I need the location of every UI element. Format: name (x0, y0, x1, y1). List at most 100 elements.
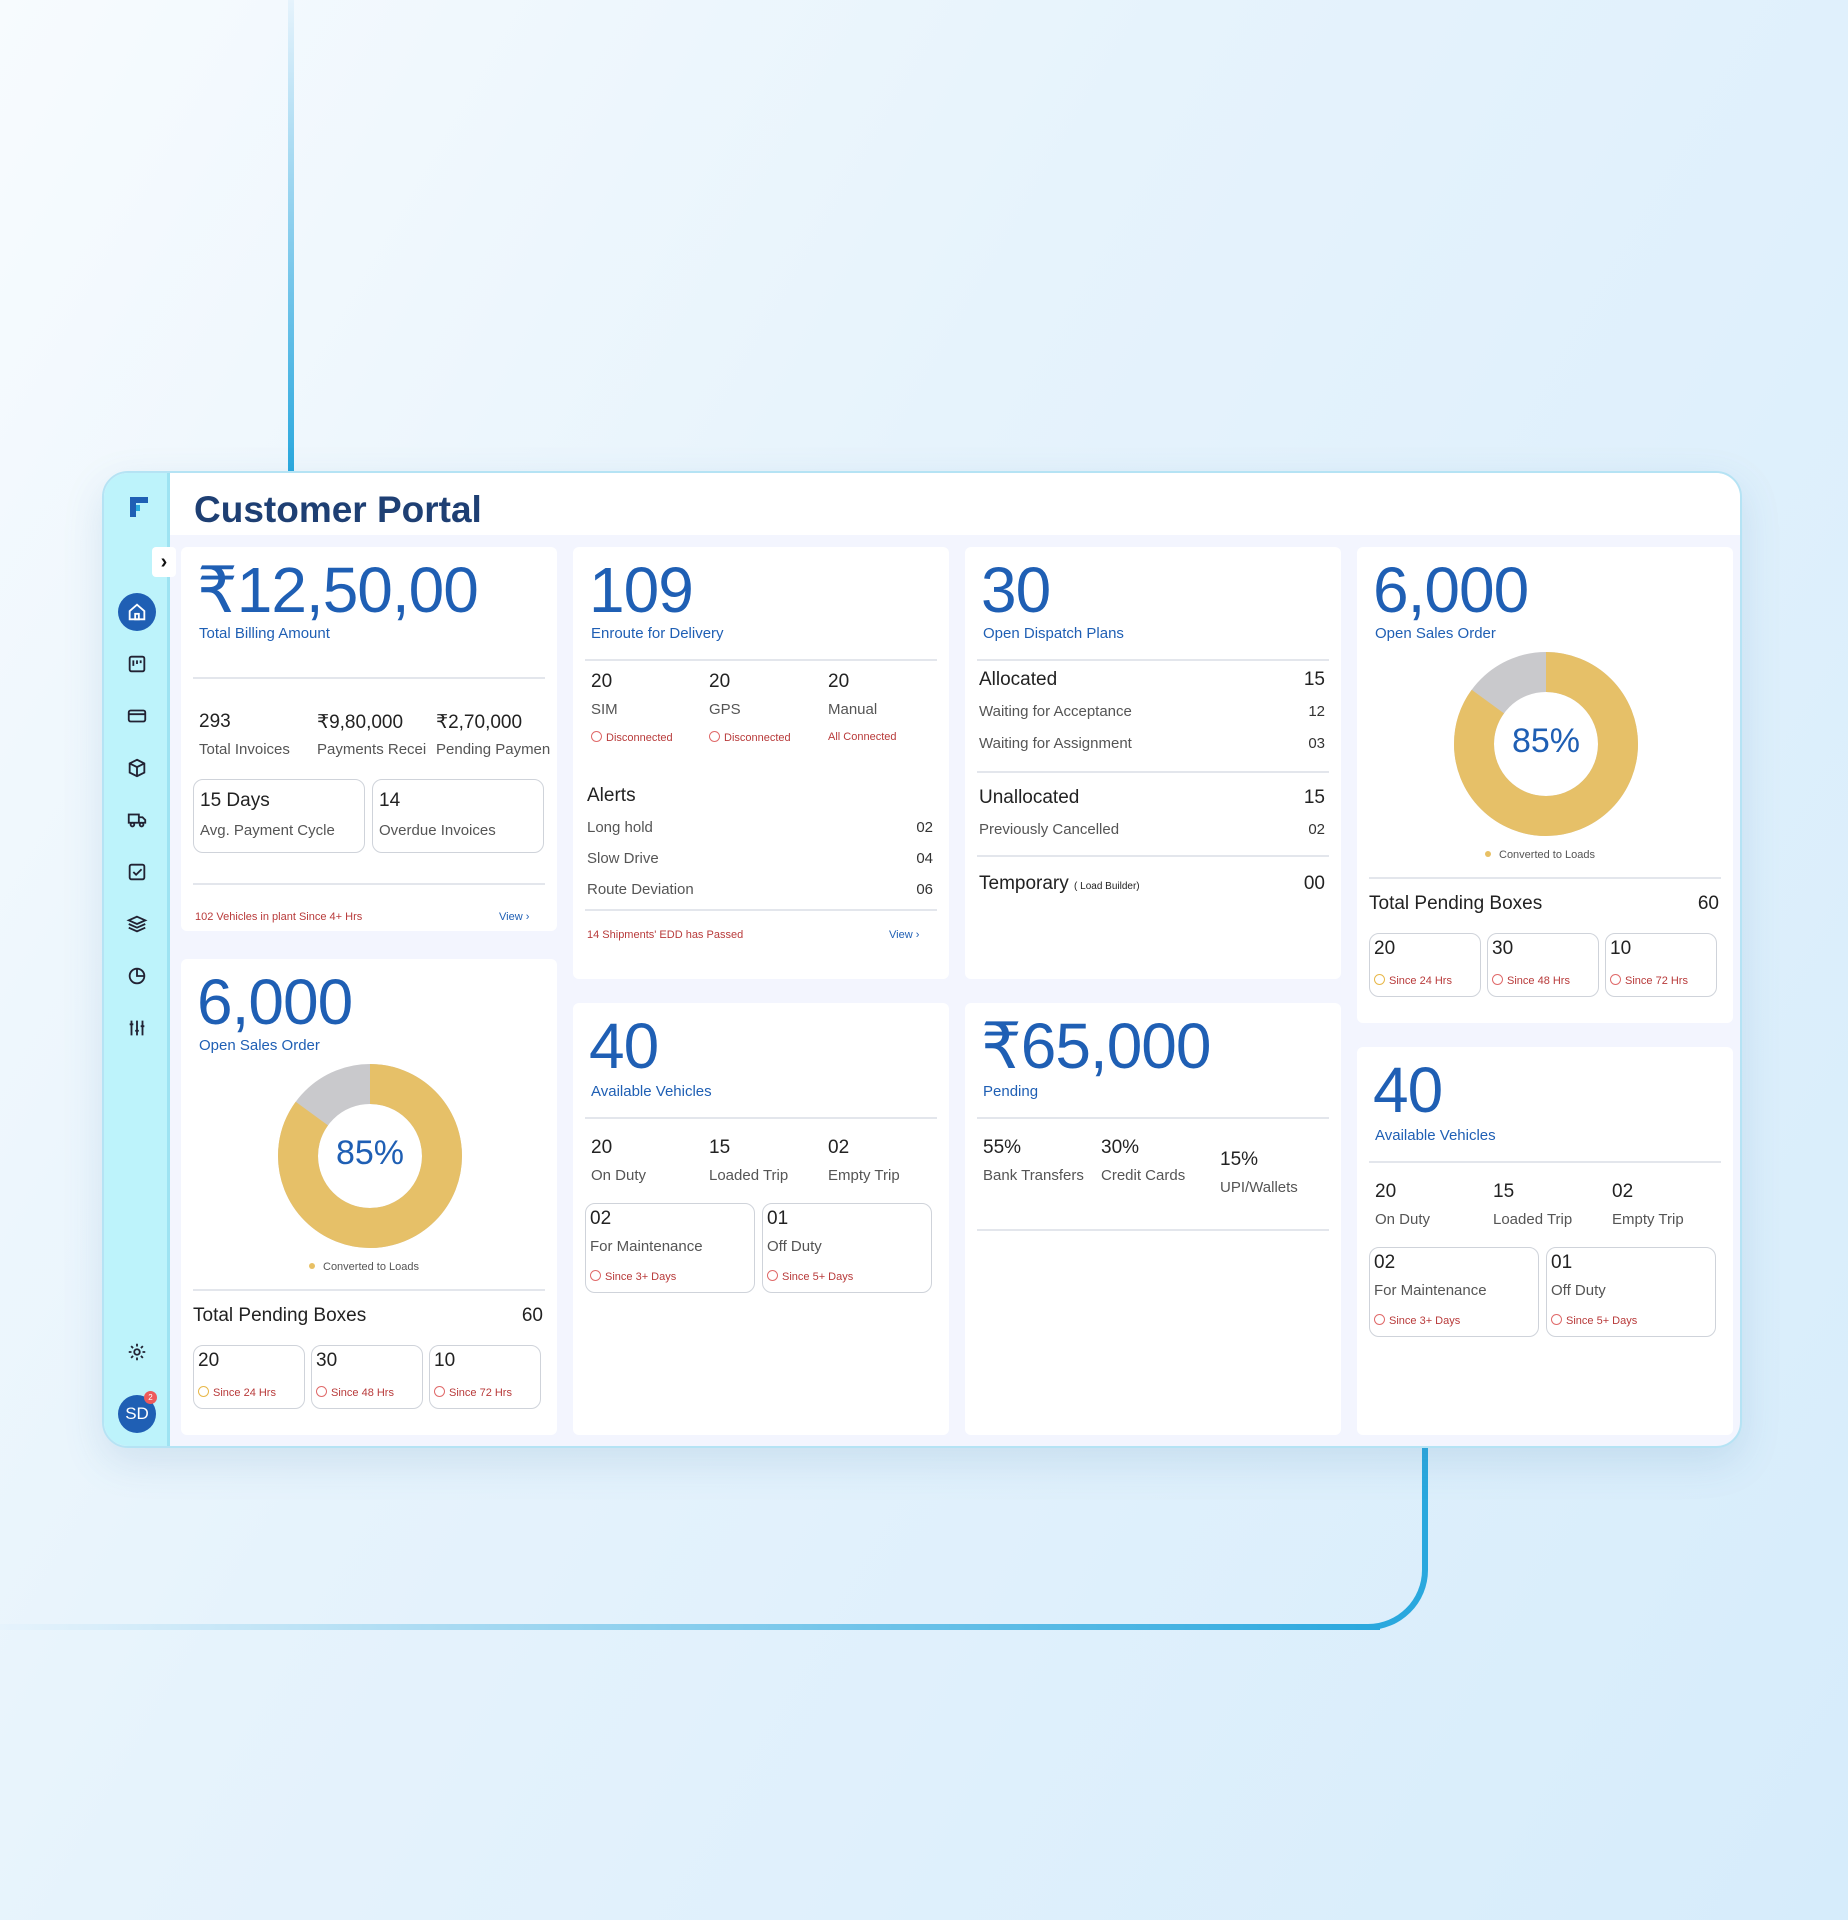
pie-icon[interactable] (118, 957, 156, 995)
box-icon[interactable] (118, 749, 156, 787)
unallocated-value: 15 (1303, 787, 1325, 808)
allocated-value: 15 (1303, 669, 1325, 690)
sales-order-card: 6,000 Open Sales Order 85% Converted to … (1357, 547, 1733, 1023)
empty-trip-value: 02 (1612, 1181, 1634, 1202)
on-duty-label: On Duty (591, 1167, 647, 1184)
upi-value: 15% (1220, 1149, 1259, 1170)
sidebar: › SD 2 (104, 473, 176, 1446)
vehicles-card-2: 40 Available Vehicles 20 On Duty 15 Load… (1357, 1047, 1733, 1435)
pending-48h-box[interactable]: 30 Since 48 Hrs (1487, 933, 1599, 997)
loaded-trip-label: Loaded Trip (709, 1167, 789, 1184)
temporary-label: Temporary ( Load Builder) (979, 873, 1140, 894)
app-window: › SD 2 Customer Portal ₹12,50,00 Total B… (102, 471, 1742, 1448)
manual-status: All Connected (828, 731, 897, 743)
sim-value: 20 (591, 671, 613, 692)
pending-payments-value: ₹2,70,000 (436, 712, 523, 733)
alert-slow-drive: Slow Drive (587, 850, 659, 867)
payments-card: ₹65,000 Pending 55% Bank Transfers 30% C… (965, 1003, 1341, 1435)
overdue-invoices-box[interactable]: 14 Overdue Invoices (372, 779, 544, 853)
pending-48h-box[interactable]: 30 Since 48 Hrs (311, 1345, 423, 1409)
empty-trip-label: Empty Trip (828, 1167, 900, 1184)
checkbox-icon[interactable] (118, 853, 156, 891)
billing-amount: ₹12,50,00 (197, 554, 479, 626)
divider (585, 909, 937, 911)
on-duty-value: 20 (591, 1137, 613, 1158)
overdue-value: 14 (379, 790, 401, 811)
billing-label: Total Billing Amount (199, 625, 330, 642)
settings-gear-icon[interactable] (118, 1333, 156, 1371)
decor-line-horizontal (0, 1624, 1380, 1630)
pending-72h-box[interactable]: 10 Since 72 Hrs (429, 1345, 541, 1409)
edd-passed-alert: 14 Shipments' EDD has Passed (587, 929, 744, 941)
temporary-value: 00 (1303, 873, 1325, 894)
divider (977, 771, 1329, 773)
empty-trip-value: 02 (828, 1137, 850, 1158)
layers-icon[interactable] (118, 905, 156, 943)
pending-boxes-total: 60 (1697, 893, 1719, 914)
divider (193, 1289, 545, 1291)
alerts-title: Alerts (587, 785, 636, 806)
manual-value: 20 (828, 671, 850, 692)
unallocated-label: Unallocated (979, 787, 1080, 808)
divider (977, 1229, 1329, 1231)
payments-received-label: Payments Recei (317, 741, 427, 758)
waiting-assignment-label: Waiting for Assignment (979, 735, 1132, 752)
maintenance-box[interactable]: 02 For Maintenance Since 3+ Days (1369, 1247, 1539, 1337)
alert-long-hold-value: 02 (916, 819, 933, 836)
alert-slow-drive-value: 04 (916, 850, 933, 867)
home-icon[interactable] (118, 593, 156, 631)
board-icon[interactable] (118, 645, 156, 683)
previously-cancelled-label: Previously Cancelled (979, 821, 1120, 838)
waiting-acceptance-label: Waiting for Acceptance (979, 703, 1132, 720)
divider (977, 855, 1329, 857)
upi-label: UPI/Wallets (1220, 1179, 1298, 1196)
vehicles-card: 40 Available Vehicles 20 On Duty 15 Load… (573, 1003, 949, 1435)
divider (585, 659, 937, 661)
loaded-trip-value: 15 (709, 1137, 731, 1158)
sales-count: 6,000 (1373, 554, 1529, 626)
divider (193, 883, 545, 885)
pending-24h-box[interactable]: 20 Since 24 Hrs (1369, 933, 1481, 997)
truck-icon[interactable] (118, 801, 156, 839)
off-duty-box[interactable]: 01 Off Duty Since 5+ Days (762, 1203, 932, 1293)
divider (977, 1117, 1329, 1119)
sim-label: SIM (591, 701, 618, 718)
divider (193, 677, 545, 679)
empty-trip-label: Empty Trip (1612, 1211, 1684, 1228)
sales-label: Open Sales Order (199, 1037, 320, 1054)
collapse-sidebar-button[interactable]: › (152, 547, 176, 577)
pending-boxes-title: Total Pending Boxes (193, 1305, 367, 1326)
sales-donut-chart (1454, 652, 1638, 836)
gps-value: 20 (709, 671, 731, 692)
maintenance-box[interactable]: 02 For Maintenance Since 3+ Days (585, 1203, 755, 1293)
divider (977, 659, 1329, 661)
donut-legend: Converted to Loads (309, 1261, 419, 1273)
divider (585, 1117, 937, 1119)
gps-status: Disconnected (709, 731, 791, 744)
vehicles-label: Available Vehicles (591, 1083, 712, 1100)
invoices-value: 293 (199, 711, 231, 732)
sales-order-card-2: 6,000 Open Sales Order 85% Converted to … (181, 959, 557, 1435)
dispatch-count: 30 (981, 554, 1051, 626)
loaded-trip-value: 15 (1493, 1181, 1515, 1202)
off-duty-box[interactable]: 01 Off Duty Since 5+ Days (1546, 1247, 1716, 1337)
enroute-view-link[interactable]: View › (889, 929, 920, 941)
pending-72h-box[interactable]: 10 Since 72 Hrs (1605, 933, 1717, 997)
allocated-label: Allocated (979, 669, 1058, 690)
loaded-trip-label: Loaded Trip (1493, 1211, 1573, 1228)
page-title: Customer Portal (194, 489, 482, 530)
waiting-acceptance-value: 12 (1308, 703, 1325, 720)
sliders-icon[interactable] (118, 1009, 156, 1047)
decor-line-vertical (288, 0, 294, 472)
payments-label: Pending (983, 1083, 1039, 1100)
pending-24h-box[interactable]: 20 Since 24 Hrs (193, 1345, 305, 1409)
card-icon[interactable] (118, 697, 156, 735)
on-duty-label: On Duty (1375, 1211, 1431, 1228)
previously-cancelled-value: 02 (1308, 821, 1325, 838)
bank-transfers-value: 55% (983, 1137, 1022, 1158)
pending-boxes-total: 60 (521, 1305, 543, 1326)
billing-card: ₹12,50,00 Total Billing Amount 293 Total… (181, 547, 557, 931)
enroute-label: Enroute for Delivery (591, 625, 724, 642)
payment-cycle-box[interactable]: 15 Days Avg. Payment Cycle (193, 779, 365, 853)
billing-view-link[interactable]: View › (499, 911, 530, 923)
